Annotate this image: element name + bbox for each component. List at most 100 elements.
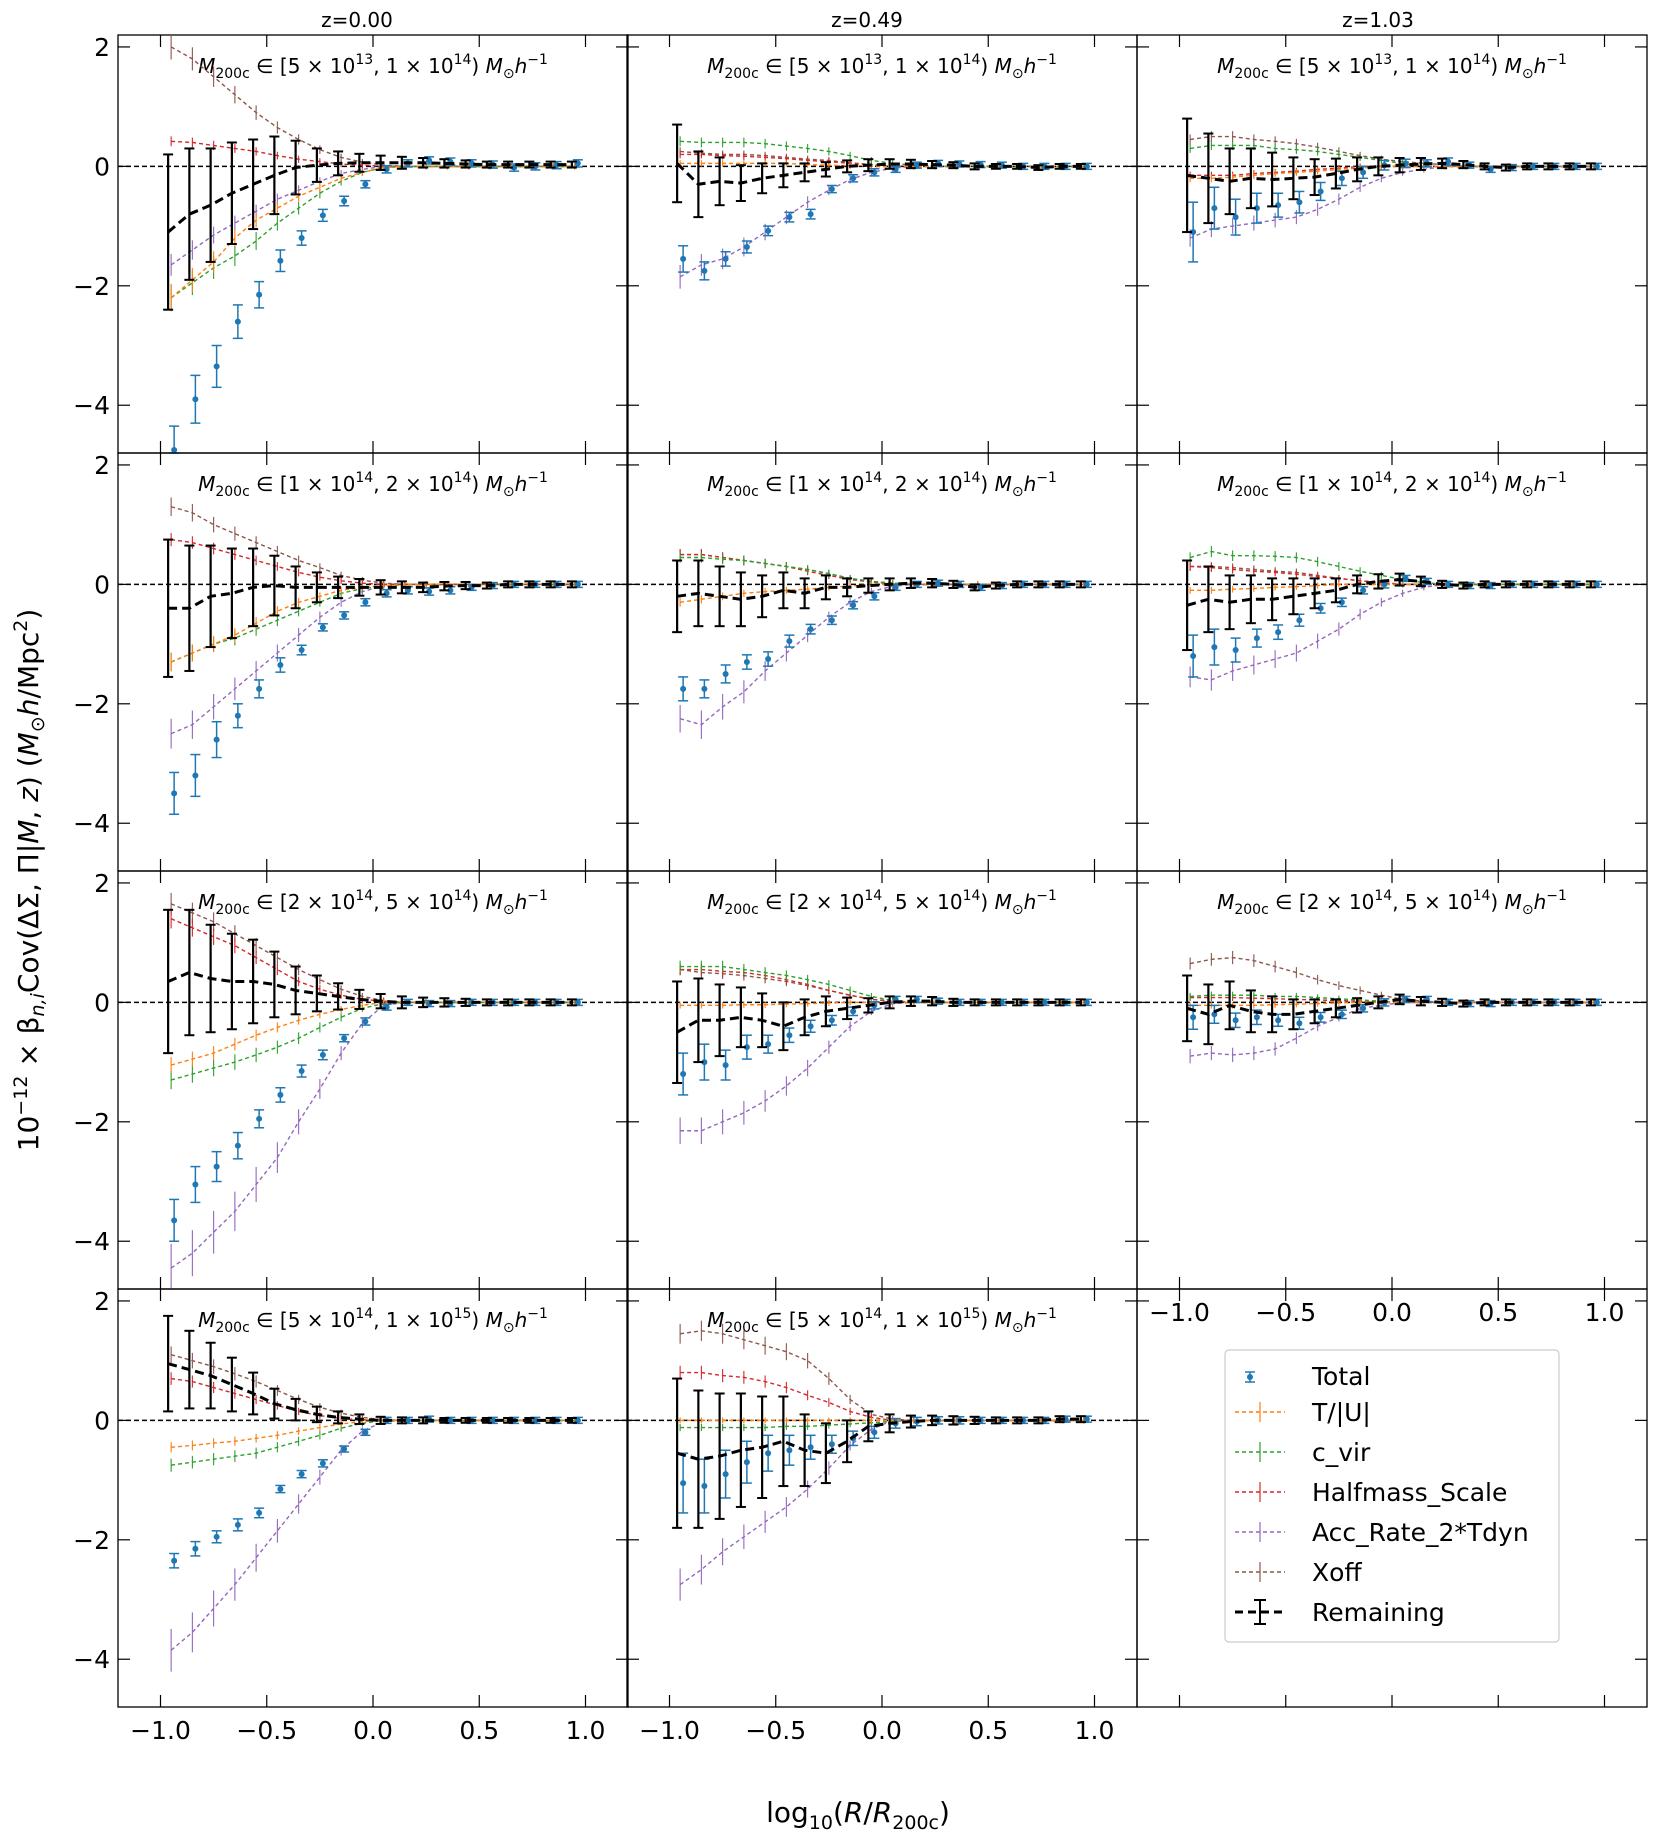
total-point <box>1041 999 1048 1006</box>
legend-marker-total <box>1247 1374 1253 1380</box>
legend: Total T/|U| c_vir Halfmass_Scale Acc_Rat… <box>1224 1349 1560 1643</box>
panel-frame <box>117 870 629 1290</box>
total-point <box>256 685 263 692</box>
total-point <box>1296 199 1303 206</box>
y-tick-label: −2 <box>73 272 110 301</box>
x-tick-label: 1.0 <box>566 1716 606 1745</box>
total-point <box>680 1480 687 1487</box>
total-point <box>743 243 750 250</box>
total-point <box>256 1115 263 1122</box>
series-total <box>169 156 583 454</box>
total-point <box>319 1460 326 1467</box>
series-line <box>170 165 575 299</box>
total-point <box>807 1023 814 1030</box>
total-point <box>1190 229 1197 236</box>
total-point <box>1360 587 1367 594</box>
mass-bin-label: M200c ∈ [5 × 1013, 1 × 1014) M⊙h−1 <box>1217 52 1567 82</box>
x-tick-label: 0.5 <box>968 1716 1008 1745</box>
x-tick-label: −1.0 <box>130 1716 191 1745</box>
y-tick-label: 0 <box>94 570 110 599</box>
y-tick-label: 2 <box>94 869 110 898</box>
total-point <box>786 1447 793 1454</box>
panel-r0-c1: M200c ∈ [5 × 1013, 1 × 1014) M⊙h−1 <box>626 34 1138 454</box>
series-remaining <box>163 1314 577 1425</box>
series-line <box>680 1001 1084 1132</box>
mass-bin-label: M200c ∈ [5 × 1014, 1 × 1015) M⊙h−1 <box>198 1306 548 1336</box>
panel-frame <box>626 452 1138 872</box>
panel-r2-c2: −1.0 −0.5 0.0 0.5 1.0 M200c ∈ [2 × 1014, 5 × … <box>1136 870 1648 1327</box>
remaining-line <box>168 582 572 610</box>
y-tick-label: 0 <box>94 988 110 1017</box>
total-point <box>234 318 241 325</box>
legend-frame <box>1224 1349 1560 1643</box>
total-point <box>277 257 284 264</box>
remaining-line <box>676 162 1081 186</box>
total-point <box>850 1008 857 1015</box>
mass-bin-label: M200c ∈ [1 × 1014, 2 × 1014) M⊙h−1 <box>198 470 548 500</box>
x-tick-label: −0.5 <box>236 1716 297 1745</box>
total-point <box>171 1557 178 1564</box>
panels-layer: 2 0 −2 −4 M200c ∈ [5 × 1013, 1 × 1014) M⊙h−1… <box>73 33 1648 1745</box>
series-line <box>1189 550 1594 586</box>
y-tick-label: −2 <box>73 690 110 719</box>
total-point <box>1445 158 1452 165</box>
mass-bin-label: M200c ∈ [2 × 1014, 5 × 1014) M⊙h−1 <box>707 888 1057 918</box>
total-point <box>468 160 475 167</box>
legend-label-xoff: Xoff <box>1312 1558 1362 1587</box>
total-point <box>1317 1014 1324 1021</box>
total-point <box>1530 163 1537 170</box>
total-point <box>722 670 729 677</box>
series-line <box>170 1419 575 1651</box>
series-remaining <box>163 135 577 311</box>
panel-r2-c0: 2 0 −2 −4 M200c ∈ [2 × 1014, 5 × 1014) M⊙h−1 <box>73 869 629 1290</box>
legend-entry-halfmass: Halfmass_Scale <box>1235 1478 1507 1507</box>
total-point <box>1211 644 1218 651</box>
series-acc-rate-2-tdyn <box>170 1417 576 1672</box>
total-point <box>935 580 942 587</box>
total-point <box>807 1444 814 1451</box>
total-point <box>1232 214 1239 221</box>
total-point <box>1317 188 1324 195</box>
series-total <box>169 998 583 1242</box>
legend-entry-accrate: Acc_Rate_2*Tdyn <box>1235 1518 1529 1547</box>
total-point <box>1402 575 1409 582</box>
series-c-vir <box>170 1417 576 1472</box>
total-point <box>277 1091 284 1098</box>
legend-label-cvir: c_vir <box>1312 1438 1371 1467</box>
remaining-line <box>1186 997 1591 1016</box>
total-point <box>786 638 793 645</box>
panel-r3-c1: −1.0 −0.5 0.0 0.5 1.0 M200c ∈ [5 × 1014, 1 × … <box>626 1288 1138 1745</box>
series-acc-rate-2-tdyn <box>170 999 576 1289</box>
series-remaining <box>1182 559 1596 652</box>
series-line <box>1189 165 1594 239</box>
total-point <box>1232 647 1239 654</box>
series-line <box>680 965 1084 1004</box>
panel-r1-c2: M200c ∈ [1 × 1014, 2 × 1014) M⊙h−1 <box>1136 452 1648 872</box>
total-point <box>765 656 772 663</box>
y-tick-label: −4 <box>73 1227 110 1256</box>
column-title-z0: z=0.00 <box>321 8 393 32</box>
total-point <box>171 1217 178 1224</box>
total-point <box>786 1032 793 1039</box>
total-point <box>828 1017 835 1024</box>
total-point <box>192 1181 199 1188</box>
legend-label-halfmass: Halfmass_Scale <box>1312 1478 1507 1507</box>
y-tick-label: 2 <box>94 1287 110 1316</box>
total-point <box>362 1429 369 1436</box>
total-point <box>1253 635 1260 642</box>
total-point <box>277 1486 284 1493</box>
panel-r2-c1: M200c ∈ [2 × 1014, 5 × 1014) M⊙h−1 <box>626 870 1138 1290</box>
total-point <box>1445 581 1452 588</box>
y-tick-label: 0 <box>94 1406 110 1435</box>
legend-label-total: Total <box>1311 1362 1370 1391</box>
x-tick-label: −1.0 <box>1149 1298 1210 1327</box>
total-point <box>362 181 369 188</box>
total-point <box>1381 581 1388 588</box>
total-point <box>828 1441 835 1448</box>
total-point <box>701 1483 708 1490</box>
total-point <box>765 1450 772 1457</box>
total-point <box>828 186 835 193</box>
total-point <box>892 584 899 591</box>
total-point <box>1593 581 1600 588</box>
panel-r3-c2 <box>1136 1288 1648 1708</box>
